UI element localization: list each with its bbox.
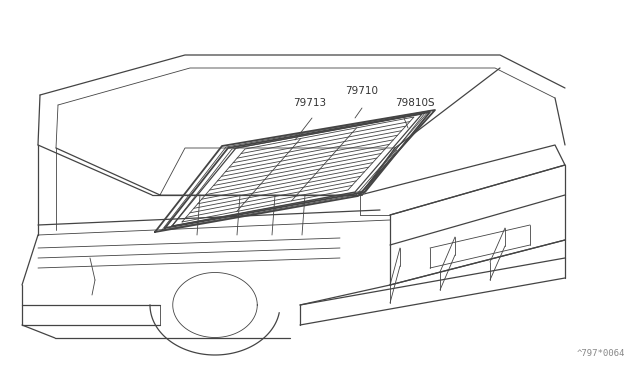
Text: 79713: 79713	[293, 98, 326, 108]
Text: ^797*0064: ^797*0064	[577, 349, 625, 358]
Text: 79710: 79710	[346, 86, 378, 96]
Text: 79810S: 79810S	[395, 98, 435, 108]
